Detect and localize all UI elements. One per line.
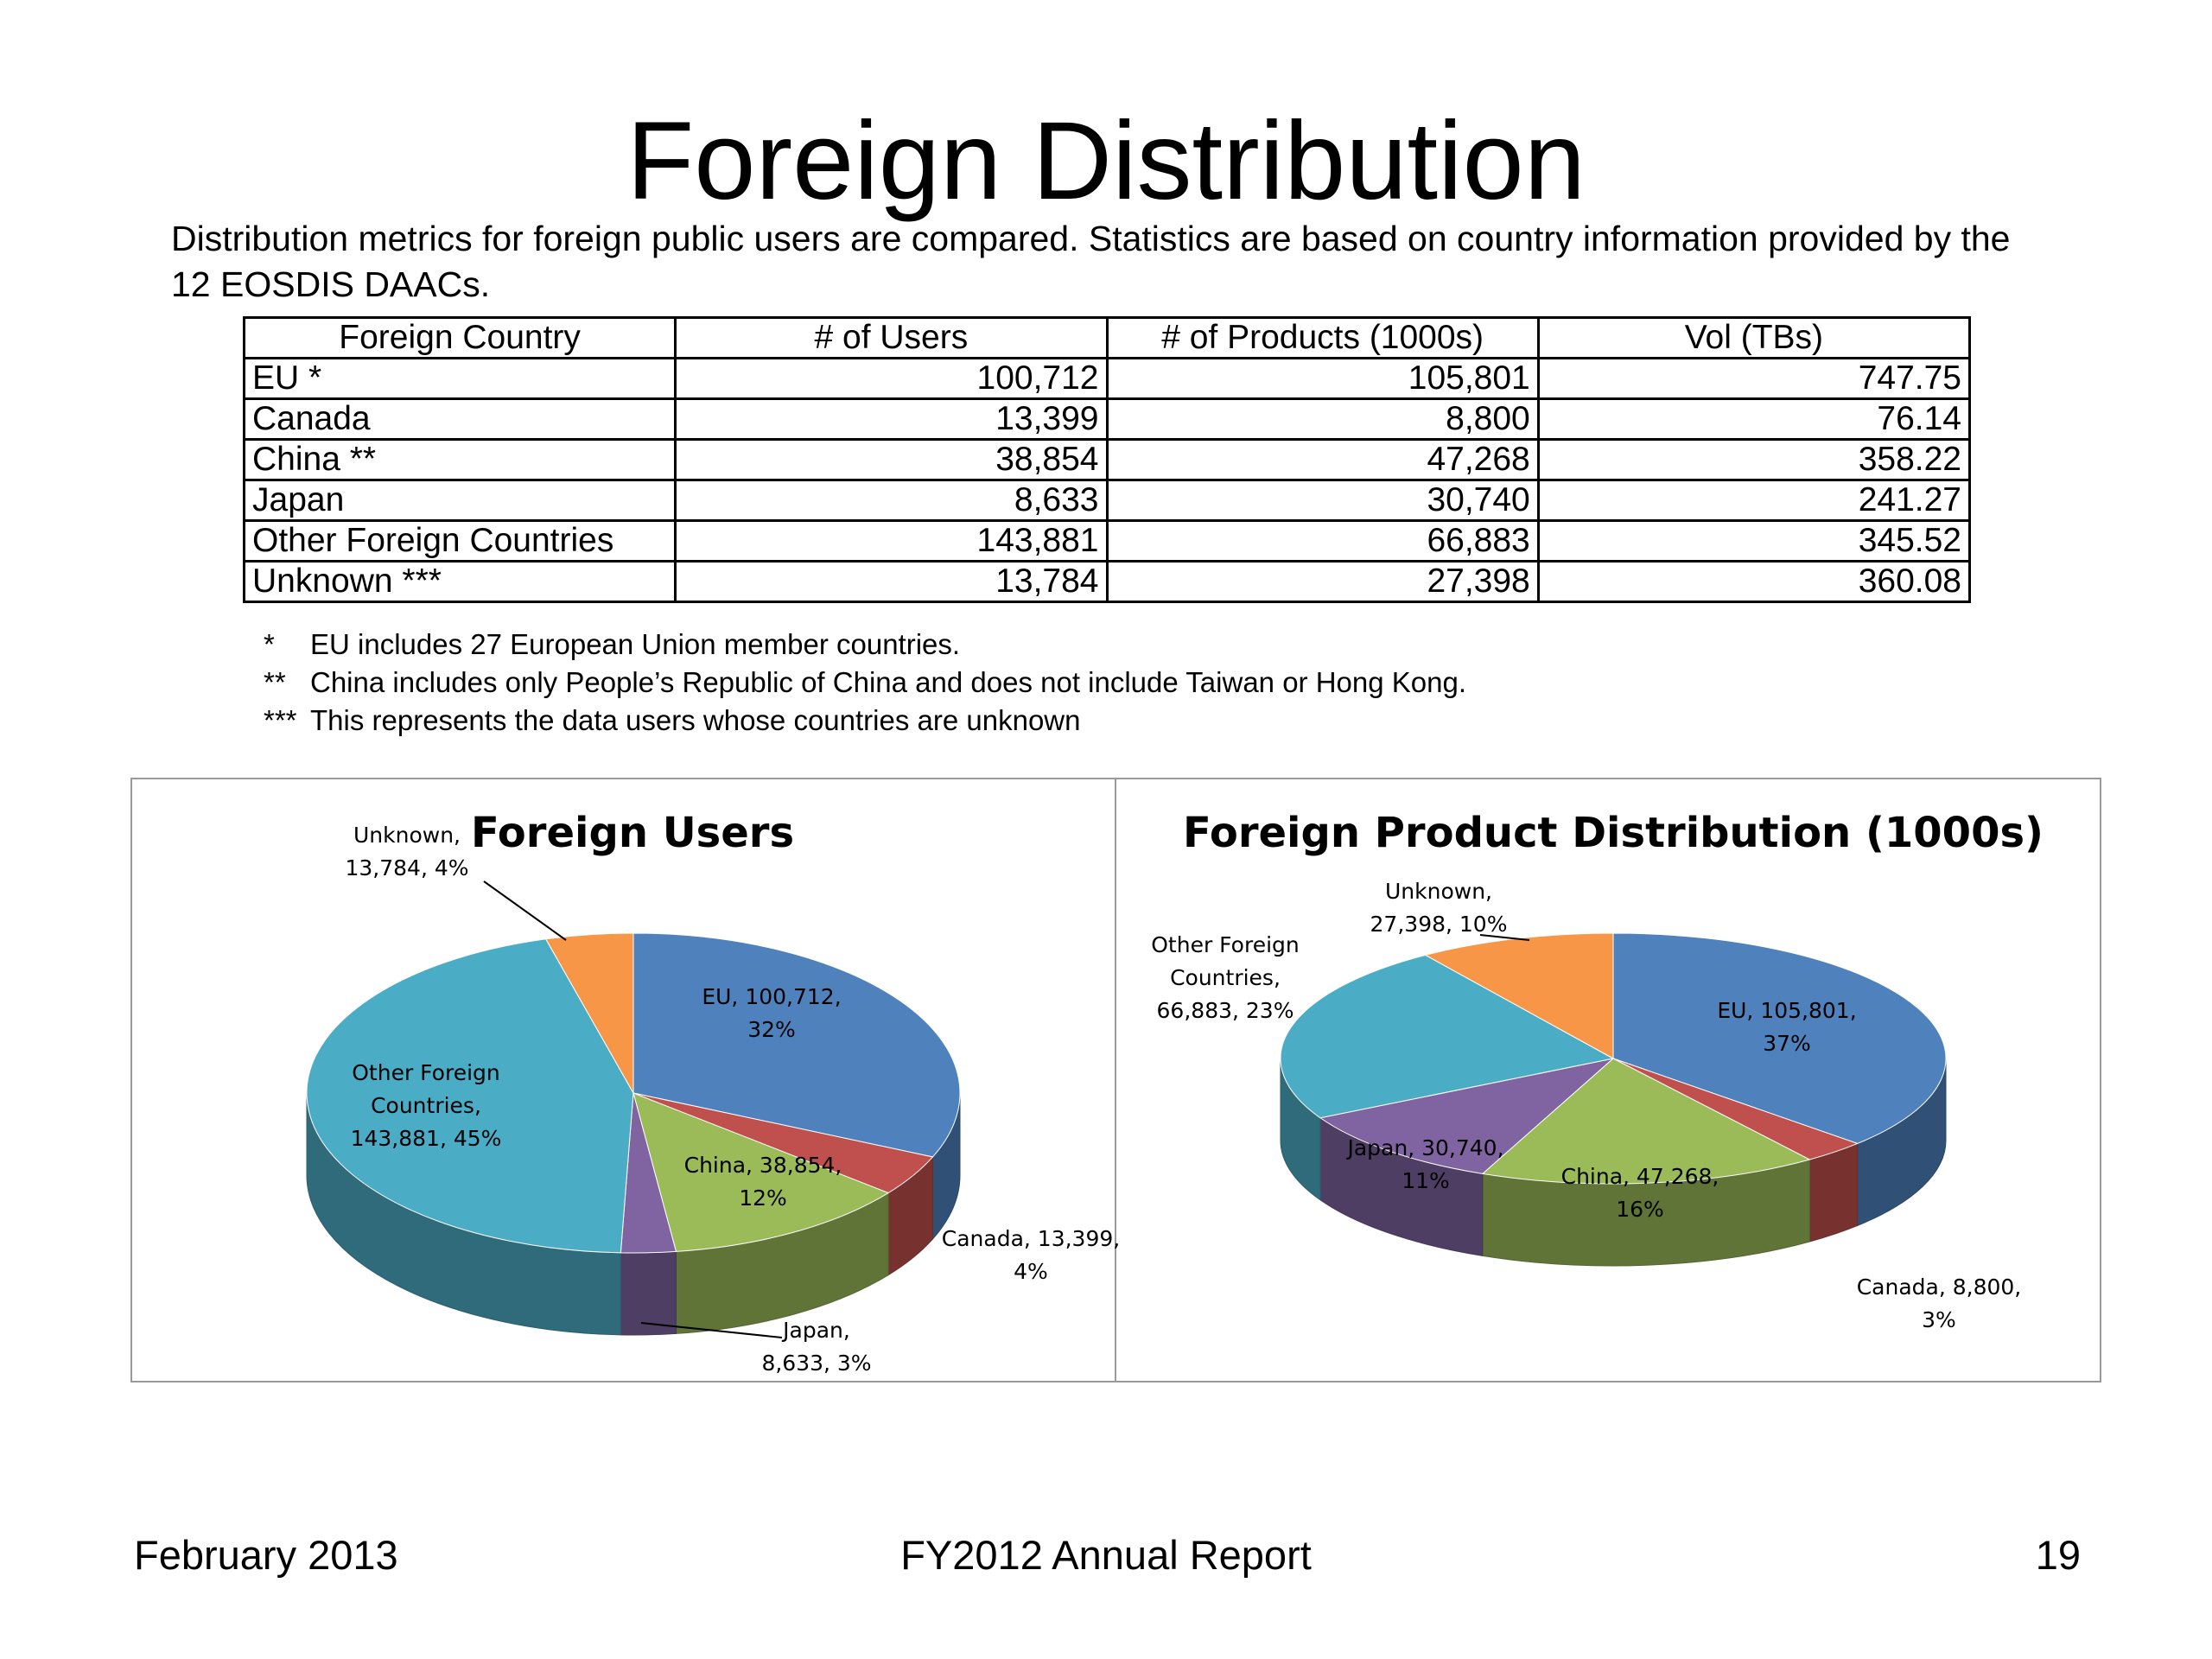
footnote-mark: ** bbox=[264, 666, 286, 698]
footnote: *** This represents the data users whose … bbox=[264, 702, 1466, 740]
data-label-other-foreign-countries: Other Foreign Countries, 66,883, 23% bbox=[1151, 932, 1299, 1023]
footer-page-number: 19 bbox=[2035, 1532, 2081, 1578]
table-row: Unknown *** 13,784 27,398 360.08 bbox=[242, 560, 1972, 603]
data-label-japan: Japan, 30,740, 11% bbox=[1345, 1135, 1503, 1193]
table-row: Other Foreign Countries 143,881 66,883 3… bbox=[242, 519, 1972, 563]
data-label-canada: Canada, 8,800, 3% bbox=[1857, 1274, 2022, 1332]
cell-products: 30,740 bbox=[1105, 479, 1540, 522]
data-label-china: China, 38,854, 12% bbox=[684, 1153, 842, 1211]
footnote-text: This represents the data users whose cou… bbox=[310, 704, 1081, 736]
footnote-mark: * bbox=[264, 628, 275, 660]
pie-side-canada bbox=[1808, 1142, 1859, 1243]
chart-frame bbox=[130, 778, 2101, 1382]
chart-title: Foreign Users bbox=[471, 809, 794, 857]
cell-products: 66,883 bbox=[1105, 519, 1540, 563]
cell-users: 8,633 bbox=[674, 479, 1109, 522]
cell-volume: 76.14 bbox=[1536, 397, 1972, 441]
cell-products: 105,801 bbox=[1105, 357, 1540, 400]
col-header-volume: Vol (TBs) bbox=[1536, 316, 1972, 359]
data-label-unknown: Unknown, 13,784, 4% bbox=[345, 823, 468, 880]
pie-side-japan bbox=[620, 1250, 677, 1336]
chart-title: Foreign Product Distribution (1000s) bbox=[1183, 809, 2044, 857]
cell-country: Japan bbox=[242, 479, 677, 522]
footnote-text: EU includes 27 European Union member cou… bbox=[310, 628, 961, 660]
cell-country: Unknown *** bbox=[242, 560, 677, 603]
cell-products: 47,268 bbox=[1105, 438, 1540, 481]
footnote: * EU includes 27 European Union member co… bbox=[264, 626, 1466, 664]
footnote-text: China includes only People’s Republic of… bbox=[310, 666, 1466, 698]
table-row: Canada 13,399 8,800 76.14 bbox=[242, 397, 1972, 441]
data-label-unknown: Unknown, 27,398, 10% bbox=[1370, 879, 1508, 937]
pie-chart-2: EU, 105,801, 37% Canada, 8,800, 3% China, 47… bbox=[1151, 809, 2044, 1332]
chart-divider bbox=[1115, 779, 1116, 1381]
data-label-eu: EU, 105,801, 37% bbox=[1717, 998, 1856, 1056]
data-label-japan: Japan, 8,633, 3% bbox=[761, 1318, 871, 1376]
cell-users: 13,784 bbox=[674, 560, 1109, 603]
leader-line-unknown bbox=[1479, 934, 1530, 941]
pie-slice-eu bbox=[632, 932, 961, 1158]
cell-volume: 345.52 bbox=[1536, 519, 1972, 563]
footnotes: * EU includes 27 European Union member co… bbox=[264, 626, 1466, 740]
cell-country: China ** bbox=[242, 438, 677, 481]
cell-country: Canada bbox=[242, 397, 677, 441]
footer-report-title: FY2012 Annual Report bbox=[900, 1532, 1312, 1578]
cell-users: 100,712 bbox=[674, 357, 1109, 400]
col-header-users: # of Users bbox=[674, 316, 1109, 359]
cell-users: 13,399 bbox=[674, 397, 1109, 441]
pie-slice-eu bbox=[1612, 932, 1947, 1144]
cell-volume: 747.75 bbox=[1536, 357, 1972, 400]
cell-users: 38,854 bbox=[674, 438, 1109, 481]
col-header-country: Foreign Country bbox=[242, 316, 677, 359]
footer-date: February 2013 bbox=[134, 1532, 398, 1578]
pie-slice-china bbox=[632, 1092, 890, 1252]
cell-volume: 360.08 bbox=[1536, 560, 1972, 603]
table-row: China ** 38,854 47,268 358.22 bbox=[242, 438, 1972, 481]
intro-text: Distribution metrics for foreign public … bbox=[171, 219, 2011, 304]
leader-line-japan bbox=[640, 1322, 783, 1338]
footnote-mark: *** bbox=[264, 704, 297, 736]
table-row: Japan 8,633 30,740 241.27 bbox=[242, 479, 1972, 522]
cell-country: Other Foreign Countries bbox=[242, 519, 677, 563]
cell-products: 27,398 bbox=[1105, 560, 1540, 603]
data-label-canada: Canada, 13,399, 4% bbox=[942, 1226, 1120, 1284]
data-label-other-foreign-countries: Other Foreign Countries, 143,881, 45% bbox=[351, 1060, 502, 1151]
foreign-distribution-table: Foreign Country # of Users # of Products… bbox=[242, 316, 1972, 603]
leader-line-unknown bbox=[483, 880, 567, 941]
pie-slice-japan bbox=[1319, 1058, 1615, 1174]
cell-users: 143,881 bbox=[674, 519, 1109, 563]
table-row: EU * 100,712 105,801 747.75 bbox=[242, 357, 1972, 400]
cell-volume: 358.22 bbox=[1536, 438, 1972, 481]
page-title: Foreign Distribution bbox=[626, 99, 1586, 223]
table-header-row: Foreign Country # of Users # of Products… bbox=[242, 316, 1972, 359]
pie-slice-unknown bbox=[544, 932, 634, 1095]
pie-chart-1: EU, 100,712, 32% Canada, 13,399, 4% China, 3… bbox=[306, 809, 1120, 1376]
col-header-products: # of Products (1000s) bbox=[1105, 316, 1540, 359]
cell-country: EU * bbox=[242, 357, 677, 400]
data-label-eu: EU, 100,712, 32% bbox=[702, 984, 841, 1042]
pie-slice-other-foreign-countries bbox=[306, 938, 634, 1254]
cell-products: 8,800 bbox=[1105, 397, 1540, 441]
pie-slice-other-foreign-countries bbox=[1280, 954, 1615, 1119]
footnote: ** China includes only People’s Republic … bbox=[264, 664, 1466, 702]
cell-volume: 241.27 bbox=[1536, 479, 1972, 522]
data-label-china: China, 47,268, 16% bbox=[1561, 1164, 1719, 1222]
pie-slice-china bbox=[1481, 1058, 1811, 1185]
